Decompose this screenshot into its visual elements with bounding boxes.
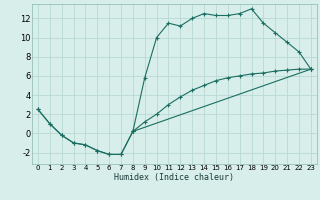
X-axis label: Humidex (Indice chaleur): Humidex (Indice chaleur) <box>115 173 234 182</box>
